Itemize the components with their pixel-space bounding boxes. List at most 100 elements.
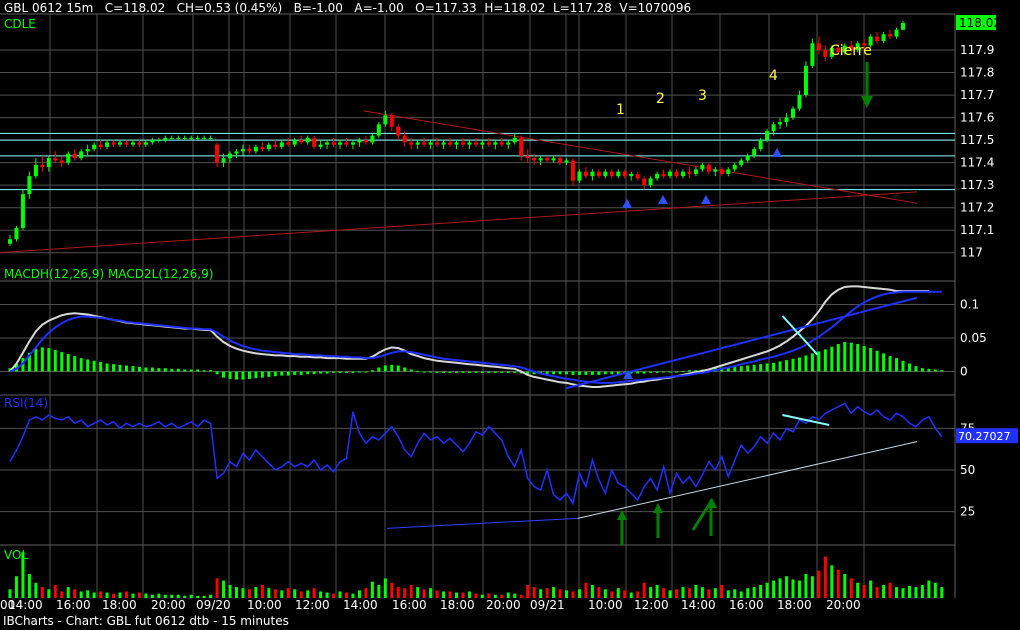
volume-bar bbox=[713, 588, 717, 598]
volume-bar bbox=[895, 587, 899, 598]
macd-histogram-bar bbox=[772, 362, 776, 372]
volume-bar bbox=[280, 590, 284, 598]
candle-body bbox=[635, 173, 640, 179]
candle-body bbox=[881, 34, 886, 42]
volume-bar bbox=[707, 589, 711, 598]
volume-bar bbox=[927, 580, 931, 598]
volume-bar bbox=[797, 580, 801, 598]
annotation-label: 4 bbox=[769, 68, 778, 84]
macd-histogram-bar bbox=[681, 370, 685, 372]
volume-bar bbox=[539, 589, 543, 598]
volume-bar bbox=[403, 588, 407, 598]
candle-body bbox=[719, 169, 724, 174]
candle-body bbox=[467, 142, 472, 145]
volume-bar bbox=[590, 584, 594, 598]
candle-body bbox=[279, 142, 284, 147]
symbol-label: GBL 0612 15m bbox=[4, 1, 94, 15]
macd-axis-tick: 0.1 bbox=[960, 297, 979, 311]
last-rsi-box bbox=[956, 428, 1018, 444]
macd-histogram-bar bbox=[325, 371, 329, 374]
macd-histogram-bar bbox=[642, 371, 646, 374]
macd-histogram-bar bbox=[344, 371, 348, 373]
volume-bar bbox=[137, 592, 141, 598]
macd-panel-label: MACDH(12,26,9) MACD2L(12,26,9) bbox=[4, 267, 214, 281]
candle-body bbox=[590, 171, 595, 177]
candle-body bbox=[215, 144, 220, 163]
candle-body bbox=[415, 142, 420, 145]
candle-body bbox=[680, 171, 685, 177]
volume-bar bbox=[27, 574, 31, 598]
volume-bar bbox=[759, 584, 763, 598]
macd-histogram-bar bbox=[53, 350, 57, 372]
volume-bar bbox=[487, 593, 491, 598]
volume-bar bbox=[642, 582, 646, 598]
macd-histogram-bar bbox=[247, 371, 251, 379]
volume-bar bbox=[170, 594, 174, 598]
macd-histogram-bar bbox=[875, 350, 879, 372]
macd-histogram-bar bbox=[649, 371, 653, 373]
macd-histogram-bar bbox=[163, 368, 167, 372]
macd-histogram-bar bbox=[86, 359, 90, 372]
candle-body bbox=[8, 239, 12, 244]
macd-histogram-bar bbox=[733, 366, 737, 372]
volume-bar bbox=[681, 587, 685, 598]
candle-body bbox=[176, 137, 181, 139]
macd-histogram-bar bbox=[804, 355, 808, 372]
macd-histogram-bar bbox=[105, 363, 109, 372]
macd-histogram-bar bbox=[21, 358, 25, 372]
candle-body bbox=[33, 164, 38, 177]
up-arrow-icon bbox=[653, 503, 663, 513]
candle-body bbox=[118, 142, 123, 145]
candle-body bbox=[674, 171, 679, 177]
axes: 117117.1117.2117.3117.4117.5117.6117.711… bbox=[0, 15, 1018, 612]
macd-histogram-bar bbox=[888, 356, 892, 372]
volume-bar bbox=[765, 582, 769, 598]
annotations: 1 2 3 4 Cierre bbox=[616, 43, 873, 545]
macd-histogram-bar bbox=[655, 371, 659, 373]
volume-bar bbox=[60, 591, 64, 598]
volume-bar bbox=[8, 589, 12, 598]
rsi-panel-label: RSI(14) bbox=[4, 396, 49, 410]
macd-histogram-bar bbox=[254, 371, 258, 379]
macd-histogram-bar bbox=[933, 369, 937, 372]
candle-body bbox=[189, 137, 194, 139]
macd-histogram-bar bbox=[241, 371, 245, 380]
macd-histogram-bar bbox=[506, 371, 510, 373]
candle-body bbox=[629, 173, 634, 177]
volume-bar bbox=[396, 587, 400, 598]
macd-histogram-bar bbox=[882, 353, 886, 372]
candle-body bbox=[803, 65, 808, 96]
candle-body bbox=[732, 164, 737, 170]
candle-body bbox=[325, 142, 330, 145]
volume-bar bbox=[746, 588, 750, 598]
macd-histogram-bar bbox=[34, 348, 38, 372]
volume-bar bbox=[493, 594, 497, 598]
candle-body bbox=[823, 50, 828, 57]
macd-histogram-bar bbox=[377, 367, 381, 372]
volume-bar bbox=[694, 584, 698, 598]
candle-body bbox=[318, 144, 323, 147]
candle-body bbox=[888, 34, 893, 37]
price-axis-tick: 117.3 bbox=[960, 178, 994, 192]
macd-histogram-bar bbox=[92, 360, 96, 372]
macd-histogram-bar bbox=[448, 371, 452, 373]
candle-body bbox=[577, 171, 582, 181]
price-trendline bbox=[363, 110, 918, 204]
volume-bar bbox=[286, 588, 290, 598]
macd-histogram-bar bbox=[849, 342, 853, 372]
macd-histogram-bar bbox=[228, 371, 232, 379]
macd-histogram-bar bbox=[590, 371, 594, 375]
volume-bar bbox=[390, 582, 394, 598]
candle-body bbox=[829, 47, 834, 57]
volume-bar bbox=[862, 584, 866, 598]
macd-histogram-bar bbox=[176, 368, 180, 372]
macd-histogram-bar bbox=[603, 371, 607, 375]
up-arrow-icon bbox=[623, 370, 633, 379]
candle-body bbox=[66, 153, 71, 163]
macd-histogram-bar bbox=[286, 371, 290, 376]
candle-body bbox=[849, 45, 854, 51]
candle-body bbox=[338, 142, 343, 145]
volume-bar bbox=[267, 588, 271, 598]
volume-bar bbox=[675, 589, 679, 598]
volume-bar bbox=[112, 593, 116, 598]
